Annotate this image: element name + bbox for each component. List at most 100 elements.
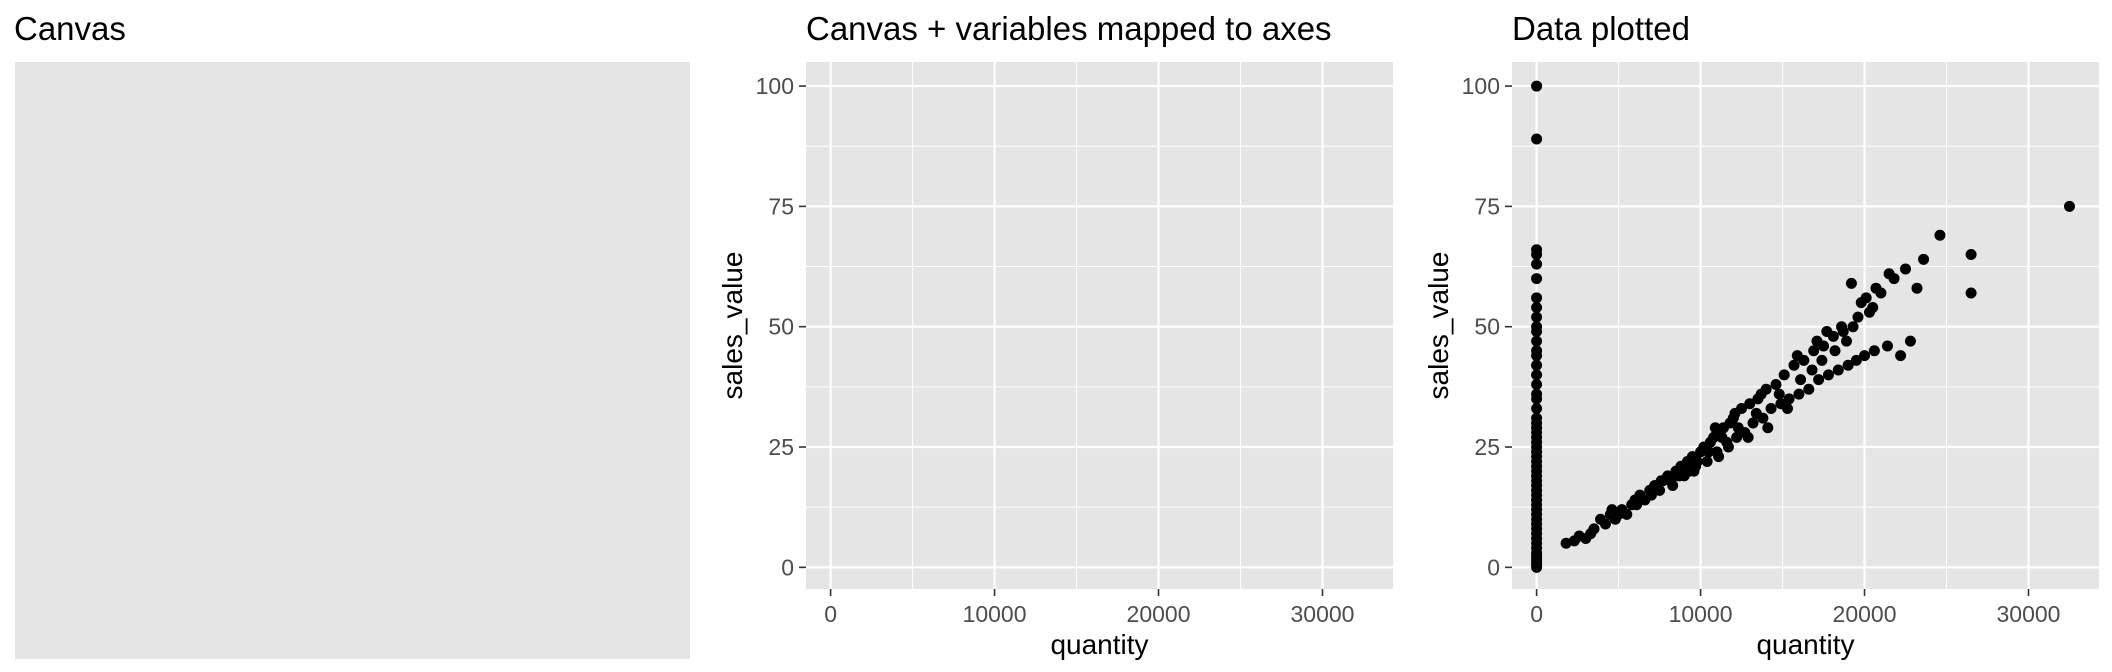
data-point xyxy=(1722,441,1734,453)
x-tick-label: 30000 xyxy=(1291,601,1355,627)
data-point xyxy=(1881,340,1893,352)
data-point xyxy=(1531,369,1543,381)
data-point xyxy=(1531,133,1543,145)
data-point xyxy=(1731,431,1743,443)
data-point xyxy=(1770,378,1782,390)
data-point xyxy=(1900,263,1912,275)
data-point xyxy=(1781,403,1793,415)
data-point xyxy=(1852,311,1864,323)
data-point xyxy=(1531,258,1543,270)
data-point xyxy=(1713,451,1725,463)
data-point xyxy=(1531,403,1543,415)
data-point xyxy=(1870,282,1882,294)
y-tick-label: 0 xyxy=(781,554,794,580)
data-point xyxy=(1701,455,1713,467)
data-point xyxy=(1755,388,1767,400)
y-tick-label: 0 xyxy=(1487,554,1500,580)
data-point xyxy=(1850,354,1862,366)
x-tick-label: 0 xyxy=(824,601,837,627)
data-point xyxy=(1599,518,1611,530)
data-point xyxy=(1845,277,1857,289)
data-point xyxy=(1531,80,1543,92)
data-point xyxy=(1747,417,1759,429)
data-point xyxy=(1531,393,1543,405)
data-point xyxy=(1778,369,1790,381)
panel-title: Canvas xyxy=(14,10,126,47)
data-point xyxy=(1531,301,1543,313)
data-point xyxy=(1531,335,1543,347)
data-point xyxy=(1716,431,1728,443)
data-point xyxy=(1791,350,1803,362)
data-point xyxy=(1654,484,1666,496)
x-tick-label: 10000 xyxy=(963,601,1027,627)
data-point xyxy=(1860,292,1872,304)
data-point xyxy=(1762,422,1774,434)
data-point xyxy=(1531,561,1543,573)
data-point xyxy=(1808,345,1820,357)
data-point xyxy=(1868,345,1880,357)
data-point xyxy=(1793,388,1805,400)
data-point xyxy=(1847,321,1859,333)
data-point xyxy=(1832,364,1844,376)
panel-background xyxy=(806,62,1393,589)
panel-background xyxy=(1512,62,2099,589)
data-point xyxy=(1795,374,1807,386)
data-point xyxy=(1840,335,1852,347)
data-point xyxy=(2063,200,2075,212)
data-point xyxy=(1732,422,1744,434)
x-tick-label: 30000 xyxy=(1997,601,2061,627)
data-point xyxy=(1588,523,1600,535)
data-point xyxy=(1645,489,1657,501)
data-point xyxy=(1836,321,1848,333)
data-point xyxy=(1531,350,1543,362)
x-axis-label: quantity xyxy=(1050,629,1148,660)
y-axis-label: sales_value xyxy=(1423,252,1454,400)
data-point xyxy=(1842,359,1854,371)
data-point xyxy=(1631,499,1643,511)
data-point xyxy=(1867,301,1879,313)
data-point xyxy=(1816,354,1828,366)
x-tick-label: 0 xyxy=(1530,601,1543,627)
data-point xyxy=(1803,383,1815,395)
y-tick-label: 75 xyxy=(768,193,794,219)
data-point xyxy=(1531,326,1543,338)
y-tick-label: 100 xyxy=(1462,73,1500,99)
data-point xyxy=(1806,364,1818,376)
x-tick-label: 20000 xyxy=(1833,601,1897,627)
data-point xyxy=(1621,508,1633,520)
data-point xyxy=(1821,326,1833,338)
data-point xyxy=(1531,249,1543,261)
data-point xyxy=(1531,311,1543,323)
data-point xyxy=(1683,465,1695,477)
data-point xyxy=(1729,407,1741,419)
data-point xyxy=(1709,422,1721,434)
data-point xyxy=(1918,253,1930,265)
data-point xyxy=(1911,282,1923,294)
data-point xyxy=(1765,403,1777,415)
data-point xyxy=(1773,388,1785,400)
data-point xyxy=(1531,273,1543,285)
data-point xyxy=(1531,378,1543,390)
x-tick-label: 10000 xyxy=(1669,601,1733,627)
y-tick-label: 25 xyxy=(1474,434,1500,460)
y-axis-label: sales_value xyxy=(717,252,748,400)
panel-3: Data plotted 0 10000 20000 30000 0 25 50 75 100 qu… xyxy=(1423,10,2099,660)
data-point xyxy=(1655,475,1667,487)
y-tick-label: 25 xyxy=(768,434,794,460)
data-point xyxy=(1531,359,1543,371)
data-point xyxy=(1829,345,1841,357)
data-point xyxy=(1703,446,1715,458)
data-point xyxy=(1904,335,1916,347)
data-point xyxy=(1965,287,1977,299)
data-point xyxy=(1691,455,1703,467)
panel-title: Canvas + variables mapped to axes xyxy=(806,10,1332,47)
y-tick-label: 75 xyxy=(1474,193,1500,219)
panel-title: Data plotted xyxy=(1512,10,1690,47)
data-point xyxy=(1744,398,1756,410)
panel-2: Canvas + variables mapped to axes 0 10000 2… xyxy=(717,10,1393,660)
data-point xyxy=(1606,504,1618,516)
y-tick-label: 50 xyxy=(768,314,794,340)
x-axis-label: quantity xyxy=(1756,629,1854,660)
data-point xyxy=(1750,407,1762,419)
